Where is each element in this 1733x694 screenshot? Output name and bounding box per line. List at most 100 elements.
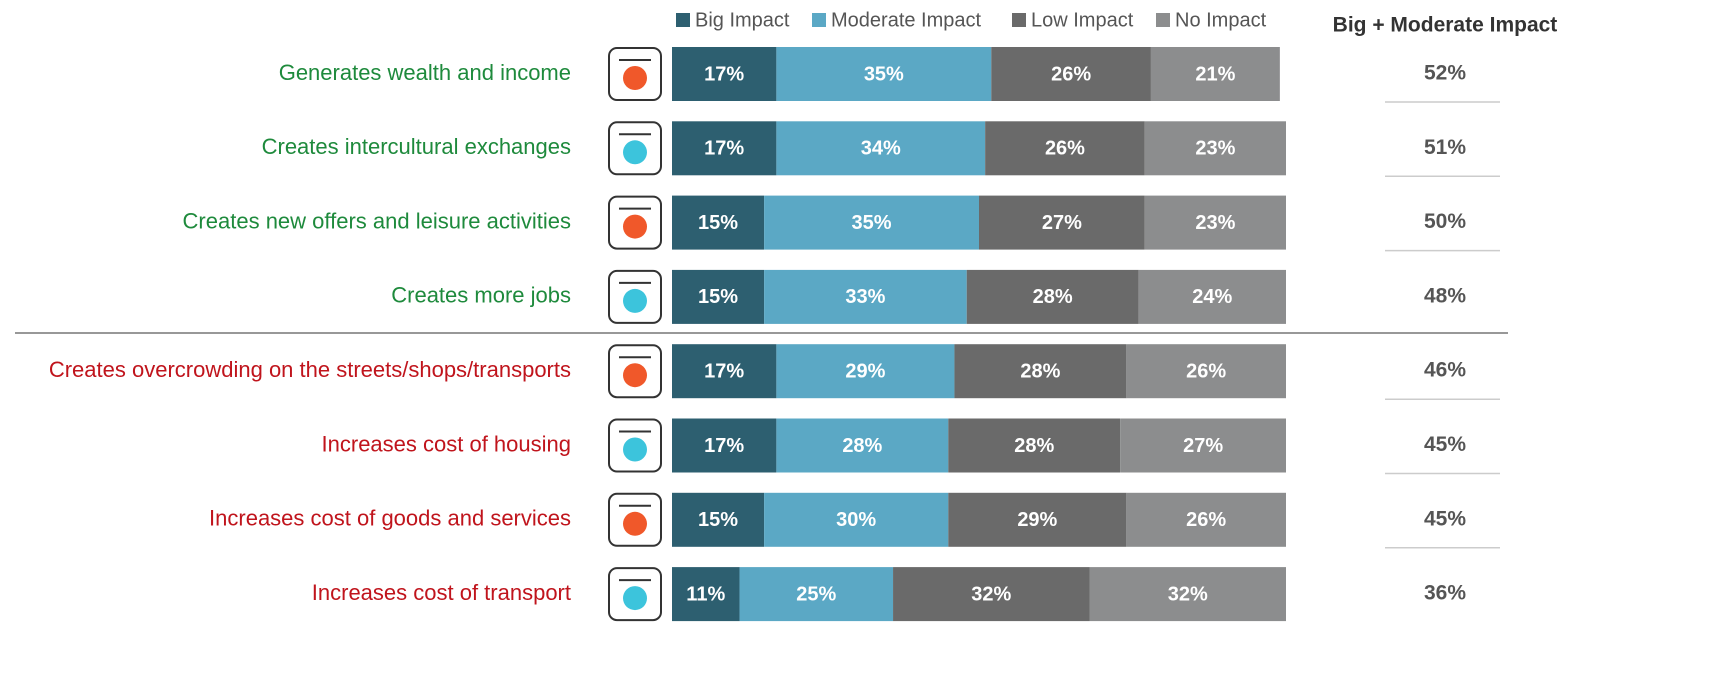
segment-label: 15% [698, 286, 738, 308]
segment-label: 32% [971, 583, 1011, 605]
icon-frame [608, 492, 662, 547]
bar-segment [948, 418, 1121, 473]
icon-accent [623, 437, 647, 462]
total-label: 45% [1424, 433, 1466, 456]
bar-segment [893, 567, 1090, 622]
bar-segment [672, 418, 777, 473]
bar-segment [948, 492, 1127, 547]
row-icon [608, 269, 662, 324]
row-icon [608, 121, 662, 176]
legend-swatch [676, 13, 690, 27]
bar-segment [776, 418, 949, 473]
segment-label: 21% [1195, 63, 1235, 85]
icon-frame [608, 121, 662, 176]
segment-label: 30% [836, 509, 876, 531]
bar-segment [1089, 567, 1286, 622]
row-icon [608, 47, 662, 101]
total-label: 52% [1424, 62, 1466, 85]
segment-label: 26% [1186, 509, 1226, 531]
total-label: 36% [1424, 582, 1466, 605]
segment-label: 17% [704, 63, 744, 85]
category-label: Generates wealth and income [279, 60, 571, 85]
category-label: Increases cost of goods and services [209, 506, 571, 531]
segment-label: 23% [1195, 138, 1235, 160]
total-label: 48% [1424, 284, 1466, 307]
segment-label: 27% [1042, 212, 1082, 234]
segment-label: 32% [1168, 583, 1208, 605]
segment-label: 35% [864, 63, 904, 85]
bar-segment [672, 121, 777, 176]
bar-segment [672, 492, 765, 547]
bar-segment [764, 492, 949, 547]
segment-label: 17% [704, 138, 744, 160]
bar-segment [1126, 344, 1286, 399]
bar-segment [1126, 492, 1286, 547]
segment-label: 28% [1020, 360, 1060, 382]
category-label: Creates more jobs [391, 283, 571, 308]
total-label: 46% [1424, 359, 1466, 382]
bar-segment [776, 47, 992, 101]
row-icon [608, 418, 662, 473]
segment-label: 29% [1017, 509, 1057, 531]
segment-label: 34% [861, 138, 901, 160]
segment-label: 28% [842, 435, 882, 457]
segment-label: 26% [1051, 63, 1091, 85]
row-icon [608, 567, 662, 622]
bar-segment [966, 269, 1139, 324]
bar-segment [979, 195, 1145, 250]
bar-segment [1120, 418, 1286, 473]
total-label: 51% [1424, 136, 1466, 159]
bar-segment [776, 344, 955, 399]
segment-label: 15% [698, 212, 738, 234]
category-label: Creates overcrowding on the streets/shop… [49, 357, 571, 382]
legend-swatch [1012, 13, 1026, 27]
segment-label: 33% [845, 286, 885, 308]
icon-accent [623, 363, 647, 388]
icon-accent [623, 214, 647, 239]
bar-segment [776, 121, 986, 176]
bar-segment [739, 567, 894, 622]
icon-accent [623, 140, 647, 165]
segment-label: 35% [852, 212, 892, 234]
legend-label: Big Impact [695, 9, 790, 31]
legend-swatch [1156, 13, 1170, 27]
icon-frame [608, 269, 662, 324]
bar-segment [1150, 47, 1280, 101]
icon-accent [623, 288, 647, 313]
bar-segment [1138, 269, 1286, 324]
bar-segment [672, 47, 777, 101]
category-label: Creates intercultural exchanges [262, 134, 571, 159]
legend-label: Moderate Impact [831, 9, 982, 31]
category-label: Increases cost of housing [322, 431, 571, 456]
total-label: 45% [1424, 507, 1466, 530]
row-icon [608, 344, 662, 399]
segment-label: 27% [1183, 435, 1223, 457]
legend-label: No Impact [1175, 9, 1267, 31]
bar-segment [672, 567, 740, 622]
icon-frame [608, 567, 662, 622]
segment-label: 15% [698, 509, 738, 531]
icon-frame [608, 344, 662, 399]
segment-label: 17% [704, 360, 744, 382]
row-icon [608, 492, 662, 547]
icon-frame [608, 195, 662, 250]
icon-accent [623, 586, 647, 611]
segment-label: 28% [1014, 435, 1054, 457]
segment-label: 28% [1033, 286, 1073, 308]
bar-segment [954, 344, 1127, 399]
segment-label: 29% [845, 360, 885, 382]
bar-segment [1144, 121, 1286, 176]
segment-label: 17% [704, 435, 744, 457]
totals-title: Big + Moderate Impact [1333, 14, 1558, 37]
segment-label: 23% [1195, 212, 1235, 234]
category-label: Increases cost of transport [312, 580, 571, 605]
category-label: Creates new offers and leisure activitie… [183, 208, 571, 233]
legend-label: Low Impact [1031, 9, 1134, 31]
icon-frame [608, 418, 662, 473]
bar-segment [1144, 195, 1286, 250]
segment-label: 25% [796, 583, 836, 605]
bar-segment [672, 344, 777, 399]
bar-segment [991, 47, 1151, 101]
row-icon [608, 195, 662, 250]
